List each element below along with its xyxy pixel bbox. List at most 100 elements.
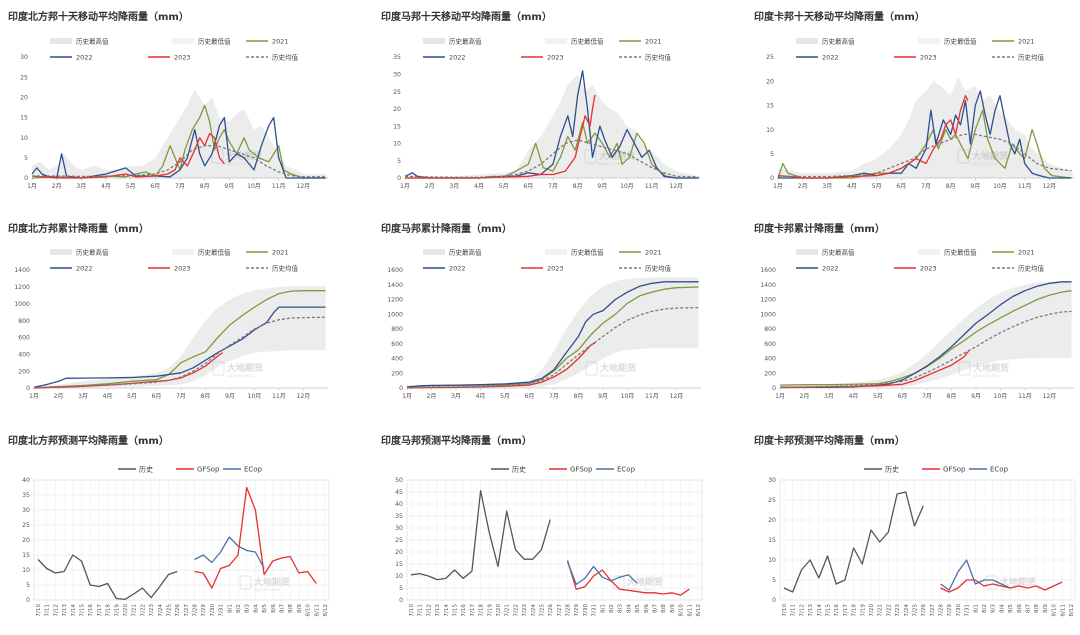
series-line-历史均值 — [779, 310, 1072, 388]
x-tick-label: 4月 — [101, 183, 111, 190]
series-line-2021 — [779, 290, 1072, 386]
x-tick-label: 8/2 — [982, 604, 988, 613]
legend-item: ECop — [223, 466, 263, 474]
watermark-subtext: DADI FUTURES — [254, 588, 281, 592]
y-tick-label: 25 — [20, 74, 28, 81]
watermark-logo — [584, 149, 597, 164]
y-tick-label: 15 — [22, 552, 30, 559]
historical-range-band — [778, 76, 1074, 178]
legend-label: GFSop — [943, 466, 966, 474]
x-tick-label: 8/4 — [253, 604, 259, 613]
x-tick-label: 7/21 — [878, 604, 884, 617]
legend-label: 2022 — [822, 54, 839, 62]
y-tick-label: 20 — [766, 78, 774, 85]
x-tick-label: 4月 — [476, 393, 486, 400]
legend-label: 历史 — [512, 465, 526, 474]
x-tick-label: 6月 — [152, 393, 162, 400]
x-tick-label: 7/18 — [479, 604, 485, 617]
y-tick-label: 20 — [768, 517, 776, 524]
x-tick-label: 7月 — [922, 393, 932, 400]
legend-item: 历史最高值 — [50, 248, 109, 257]
x-tick-label: 12月 — [670, 393, 684, 400]
series-line-GFSop — [940, 579, 1063, 593]
x-tick-label: 7/20 — [869, 604, 875, 617]
series-line-历史 — [783, 491, 924, 593]
y-tick-label: 35 — [22, 492, 30, 499]
series-line-历史均值 — [406, 306, 699, 389]
legend-swatch — [796, 249, 818, 255]
legend-label: ECop — [990, 466, 1009, 474]
series-line-2021 — [33, 290, 326, 389]
y-tick-label: 35 — [393, 54, 401, 61]
legend-label: GFSop — [570, 466, 593, 474]
x-tick-label: 11月 — [645, 393, 659, 400]
x-tick-label: 7/15 — [825, 604, 831, 617]
x-tick-label: 7/26 — [921, 604, 927, 617]
y-tick-label: 25 — [393, 89, 401, 96]
series-line-ECop — [194, 536, 265, 569]
legend-item: 2023 — [894, 265, 937, 273]
x-tick-label: 8/7 — [653, 604, 659, 613]
y-tick-label: 30 — [768, 477, 776, 484]
x-tick-label: 7/16 — [834, 604, 840, 617]
x-tick-label: 10月 — [620, 183, 634, 190]
x-tick-label: 8/2 — [609, 604, 615, 613]
legend-label: 2023 — [920, 54, 937, 62]
chart-panel-5: 印度马邦累计降雨量（mm） 历史最高值 历史最低值 2021 2022 2023 历史均值大… — [373, 212, 707, 423]
x-tick-label: 7/20 — [496, 604, 502, 617]
y-tick-label: 400 — [764, 356, 776, 363]
x-tick-label: 3月 — [449, 183, 459, 190]
x-tick-label: 8/2 — [236, 604, 242, 613]
legend-item: 历史最低值 — [172, 248, 231, 257]
x-tick-label: 8/4 — [999, 604, 1005, 613]
x-tick-label: 8/9 — [1043, 604, 1049, 613]
legend-label: 历史最低值 — [198, 37, 231, 46]
y-tick-label: 200 — [764, 370, 776, 377]
series-line-历史均值 — [32, 145, 326, 178]
series-line-GFSop — [566, 560, 690, 596]
legend-item: 历史最低值 — [545, 37, 604, 46]
legend-item: 2021 — [992, 249, 1035, 257]
watermark-text: 大地期货 — [227, 362, 263, 374]
legend-item: 2021 — [992, 38, 1035, 46]
legend-item: GFSop — [549, 466, 593, 474]
legend-label: 历史最高值 — [76, 248, 109, 257]
x-tick-label: 7/15 — [452, 604, 458, 617]
y-tick-label: 0 — [399, 597, 403, 604]
historical-range-band — [34, 286, 326, 388]
legend-label: 历史均值 — [645, 264, 672, 273]
x-tick-label: 8/10 — [679, 604, 685, 617]
x-tick-label: 7/25 — [166, 604, 172, 617]
x-tick-label: 7/13 — [808, 604, 814, 617]
y-tick-label: 800 — [764, 326, 776, 333]
x-tick-label: 10月 — [621, 393, 635, 400]
series-line-历史 — [410, 490, 551, 581]
legend-label: 历史最高值 — [822, 248, 855, 257]
legend-label: 2021 — [272, 38, 289, 46]
series-line-历史均值 — [404, 139, 699, 178]
legend-label: GFSop — [197, 466, 220, 474]
x-tick-label: 8/11 — [1060, 604, 1066, 617]
x-tick-label: 8/9 — [297, 604, 303, 613]
chart-panel-6: 印度卡邦累计降雨量（mm） 历史最高值 历史最低值 2021 2022 2023 历史均值大… — [746, 212, 1080, 423]
watermark-text: 大地期货 — [254, 576, 290, 588]
x-tick-label: 2月 — [427, 393, 437, 400]
watermark-subtext: DADI FUTURES — [599, 162, 626, 166]
historical-range-band — [32, 89, 328, 178]
legend-label: 2022 — [449, 54, 466, 62]
x-tick-label: 5月 — [872, 183, 882, 190]
legend-item: 历史均值 — [246, 264, 299, 273]
x-tick-label: 1月 — [29, 393, 39, 400]
x-tick-label: 12月 — [297, 393, 311, 400]
x-tick-label: 3月 — [822, 183, 832, 190]
chart-title: 印度北方邦累计降雨量（mm） — [8, 224, 149, 235]
x-tick-label: 8/11 — [314, 604, 320, 617]
legend-label: 2021 — [645, 38, 662, 46]
x-tick-label: 11月 — [1018, 183, 1032, 190]
